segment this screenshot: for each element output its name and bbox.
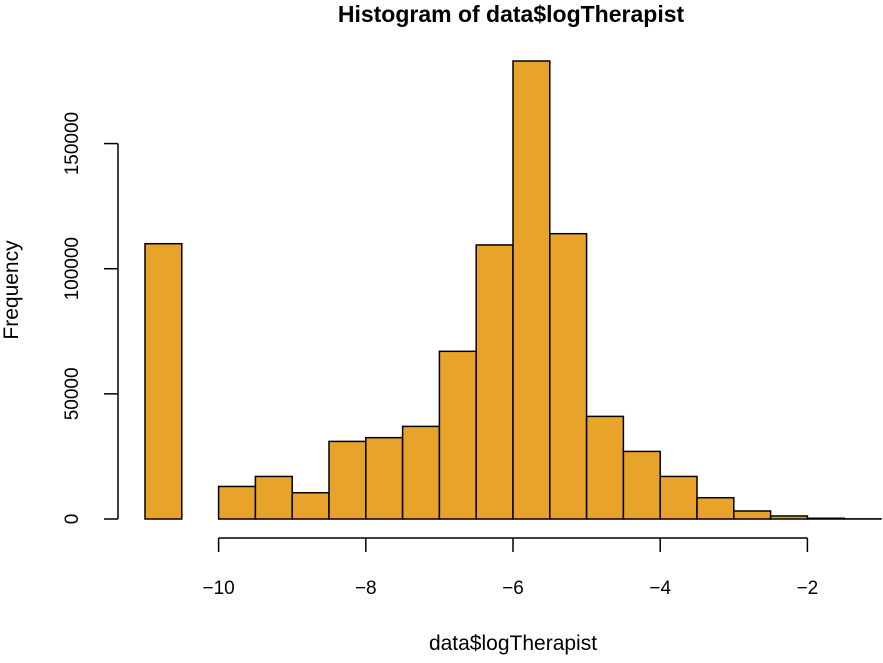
y-axis-title: Frequency [0,240,23,340]
x-axis: −10 −8 −6 −4 −2 [202,538,818,599]
x-tick-label: −4 [649,578,671,599]
y-tick-label: 100000 [62,237,83,300]
histogram-bar [403,426,440,519]
histogram-bar [513,61,550,519]
histogram-bar [660,476,697,519]
x-tick-label: −10 [202,578,234,599]
histogram-bar [807,518,844,519]
x-tick-label: −2 [797,578,819,599]
histogram-bar [587,416,624,519]
histogram-bar [329,441,366,519]
histogram-bar [292,493,329,519]
histogram-bar [550,234,587,519]
histogram-bar [145,244,182,519]
histogram-bar [439,351,476,519]
histogram-bar [734,511,771,519]
histogram-bar [623,451,660,519]
y-axis: 0 50000 100000 150000 [62,112,118,524]
x-tick-label: −8 [355,578,377,599]
x-tick-label: −6 [502,578,524,599]
histogram-bar [366,438,403,519]
chart-title: Histogram of data$logTherapist [338,1,685,27]
x-axis-title: data$logTherapist [429,632,597,655]
histogram-bar [476,245,513,519]
histogram-bar [255,476,292,519]
y-tick-label: 50000 [62,367,83,420]
histogram-bar [697,498,734,519]
y-tick-label: 150000 [62,112,83,175]
histogram-bar [771,516,808,519]
y-tick-label: 0 [62,514,83,525]
histogram-bars [145,61,881,519]
histogram-bar [219,486,256,519]
